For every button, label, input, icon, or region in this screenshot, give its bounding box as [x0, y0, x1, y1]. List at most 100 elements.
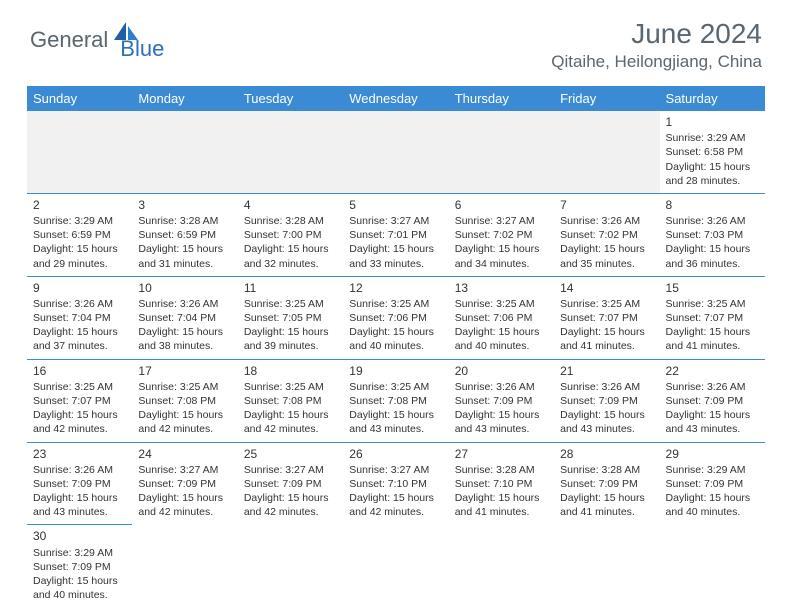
daylight-text: Daylight: 15 hours [455, 491, 548, 505]
daylight-text: and 41 minutes. [666, 339, 759, 353]
location-text: Qitaihe, Heilongjiang, China [551, 52, 762, 72]
calendar-day-cell: 17Sunrise: 3:25 AMSunset: 7:08 PMDayligh… [132, 359, 237, 442]
calendar-day-cell: 6Sunrise: 3:27 AMSunset: 7:02 PMDaylight… [449, 193, 554, 276]
day-number: 18 [244, 363, 337, 379]
calendar-day-cell [132, 525, 237, 607]
daylight-text: Daylight: 15 hours [666, 160, 759, 174]
sunset-text: Sunset: 7:09 PM [33, 477, 126, 491]
day-number: 5 [349, 197, 442, 213]
day-number: 12 [349, 280, 442, 296]
day-number: 20 [455, 363, 548, 379]
day-number: 29 [666, 446, 759, 462]
daylight-text: Daylight: 15 hours [455, 408, 548, 422]
sunset-text: Sunset: 7:09 PM [138, 477, 231, 491]
sunset-text: Sunset: 7:00 PM [244, 228, 337, 242]
calendar-day-cell [449, 525, 554, 607]
calendar-day-cell: 30Sunrise: 3:29 AMSunset: 7:09 PMDayligh… [27, 525, 132, 607]
calendar-day-cell: 7Sunrise: 3:26 AMSunset: 7:02 PMDaylight… [554, 193, 659, 276]
daylight-text: and 35 minutes. [560, 257, 653, 271]
sunset-text: Sunset: 7:09 PM [455, 394, 548, 408]
daylight-text: and 43 minutes. [349, 422, 442, 436]
day-number: 11 [244, 280, 337, 296]
calendar-day-cell [449, 111, 554, 193]
calendar-week-row: 9Sunrise: 3:26 AMSunset: 7:04 PMDaylight… [27, 276, 765, 359]
day-number: 25 [244, 446, 337, 462]
sunrise-text: Sunrise: 3:26 AM [666, 214, 759, 228]
calendar-day-cell [27, 111, 132, 193]
daylight-text: and 40 minutes. [666, 505, 759, 519]
sunset-text: Sunset: 7:05 PM [244, 311, 337, 325]
calendar-day-cell: 3Sunrise: 3:28 AMSunset: 6:59 PMDaylight… [132, 193, 237, 276]
sunrise-text: Sunrise: 3:27 AM [349, 214, 442, 228]
sunrise-text: Sunrise: 3:25 AM [244, 297, 337, 311]
daylight-text: Daylight: 15 hours [666, 242, 759, 256]
daylight-text: Daylight: 15 hours [349, 408, 442, 422]
daylight-text: Daylight: 15 hours [138, 491, 231, 505]
daylight-text: and 42 minutes. [349, 505, 442, 519]
brand-logo: General Blue [30, 18, 164, 62]
sunset-text: Sunset: 6:59 PM [138, 228, 231, 242]
sunrise-text: Sunrise: 3:25 AM [138, 380, 231, 394]
calendar-day-cell: 25Sunrise: 3:27 AMSunset: 7:09 PMDayligh… [238, 442, 343, 525]
sunset-text: Sunset: 7:04 PM [33, 311, 126, 325]
daylight-text: Daylight: 15 hours [666, 325, 759, 339]
calendar-day-cell: 22Sunrise: 3:26 AMSunset: 7:09 PMDayligh… [660, 359, 765, 442]
daylight-text: and 37 minutes. [33, 339, 126, 353]
day-number: 23 [33, 446, 126, 462]
sunset-text: Sunset: 7:10 PM [455, 477, 548, 491]
daylight-text: and 43 minutes. [33, 505, 126, 519]
daylight-text: Daylight: 15 hours [455, 325, 548, 339]
daylight-text: Daylight: 15 hours [244, 325, 337, 339]
sunrise-text: Sunrise: 3:28 AM [560, 463, 653, 477]
daylight-text: and 28 minutes. [666, 174, 759, 188]
daylight-text: and 43 minutes. [666, 422, 759, 436]
sunrise-text: Sunrise: 3:27 AM [349, 463, 442, 477]
sunset-text: Sunset: 7:09 PM [560, 477, 653, 491]
daylight-text: and 41 minutes. [455, 505, 548, 519]
day-number: 15 [666, 280, 759, 296]
sunset-text: Sunset: 7:07 PM [33, 394, 126, 408]
calendar-week-row: 2Sunrise: 3:29 AMSunset: 6:59 PMDaylight… [27, 193, 765, 276]
sunset-text: Sunset: 7:06 PM [455, 311, 548, 325]
calendar-day-cell: 26Sunrise: 3:27 AMSunset: 7:10 PMDayligh… [343, 442, 448, 525]
sunset-text: Sunset: 6:58 PM [666, 145, 759, 159]
daylight-text: and 42 minutes. [244, 422, 337, 436]
calendar-day-cell: 27Sunrise: 3:28 AMSunset: 7:10 PMDayligh… [449, 442, 554, 525]
day-number: 3 [138, 197, 231, 213]
sunrise-text: Sunrise: 3:29 AM [666, 131, 759, 145]
daylight-text: and 41 minutes. [560, 505, 653, 519]
sunset-text: Sunset: 7:03 PM [666, 228, 759, 242]
calendar-day-cell [554, 525, 659, 607]
daylight-text: Daylight: 15 hours [244, 408, 337, 422]
day-number: 1 [666, 114, 759, 130]
day-number: 7 [560, 197, 653, 213]
day-number: 9 [33, 280, 126, 296]
day-number: 10 [138, 280, 231, 296]
sunrise-text: Sunrise: 3:25 AM [244, 380, 337, 394]
sunset-text: Sunset: 7:02 PM [455, 228, 548, 242]
day-number: 14 [560, 280, 653, 296]
calendar-day-cell: 16Sunrise: 3:25 AMSunset: 7:07 PMDayligh… [27, 359, 132, 442]
daylight-text: Daylight: 15 hours [244, 242, 337, 256]
sunrise-text: Sunrise: 3:25 AM [33, 380, 126, 394]
day-number: 30 [33, 528, 126, 544]
daylight-text: and 38 minutes. [138, 339, 231, 353]
calendar-day-cell: 21Sunrise: 3:26 AMSunset: 7:09 PMDayligh… [554, 359, 659, 442]
page-header: General Blue June 2024 Qitaihe, Heilongj… [0, 0, 792, 80]
daylight-text: Daylight: 15 hours [33, 574, 126, 588]
calendar-day-cell: 1Sunrise: 3:29 AMSunset: 6:58 PMDaylight… [660, 111, 765, 193]
daylight-text: and 36 minutes. [666, 257, 759, 271]
calendar-day-cell: 18Sunrise: 3:25 AMSunset: 7:08 PMDayligh… [238, 359, 343, 442]
daylight-text: and 29 minutes. [33, 257, 126, 271]
calendar-day-cell: 2Sunrise: 3:29 AMSunset: 6:59 PMDaylight… [27, 193, 132, 276]
daylight-text: and 42 minutes. [138, 422, 231, 436]
calendar-day-cell [343, 111, 448, 193]
calendar-day-cell: 28Sunrise: 3:28 AMSunset: 7:09 PMDayligh… [554, 442, 659, 525]
daylight-text: Daylight: 15 hours [33, 242, 126, 256]
day-number: 8 [666, 197, 759, 213]
calendar-day-cell [660, 525, 765, 607]
month-title: June 2024 [551, 18, 762, 50]
daylight-text: Daylight: 15 hours [138, 242, 231, 256]
daylight-text: Daylight: 15 hours [33, 408, 126, 422]
daylight-text: and 31 minutes. [138, 257, 231, 271]
